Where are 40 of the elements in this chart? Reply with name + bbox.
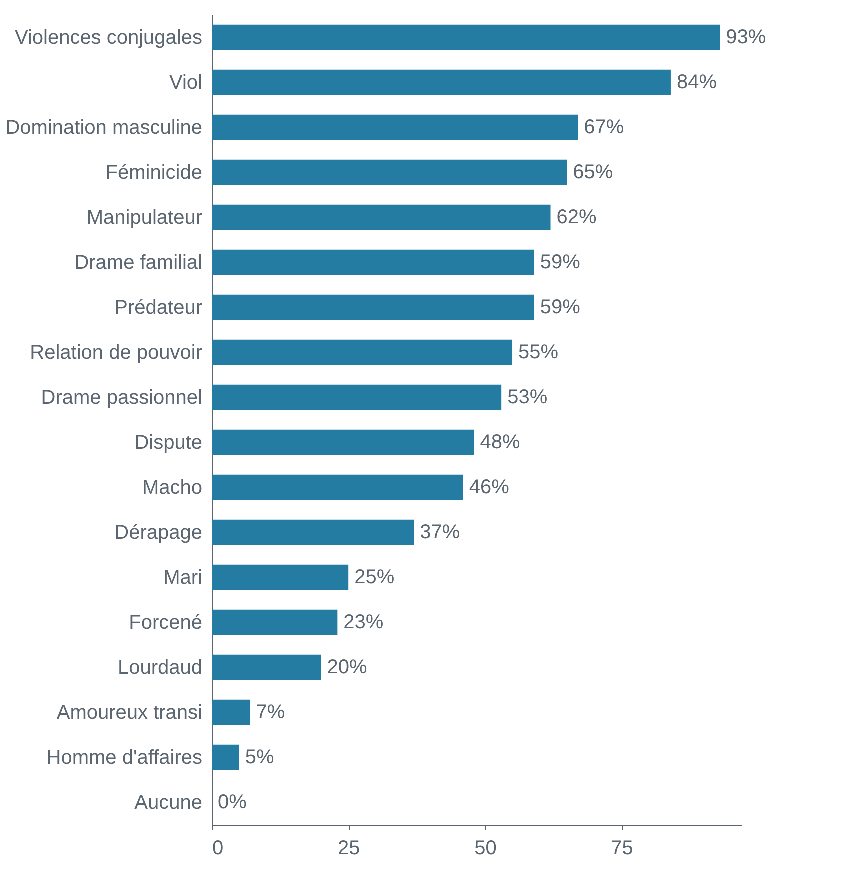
- y-tick-label: Relation de pouvoir: [30, 342, 203, 364]
- x-tick-label: 25: [338, 838, 360, 860]
- x-tick-label: 75: [611, 838, 634, 860]
- data-label: 55%: [518, 342, 559, 364]
- y-tick-label: Prédateur: [114, 297, 203, 319]
- y-tick-label: Dispute: [134, 432, 202, 454]
- data-label: 37%: [420, 522, 460, 544]
- data-label: 53%: [508, 386, 548, 408]
- y-tick-label: Homme d'affaires: [46, 747, 202, 769]
- x-tick-label: 50: [474, 838, 497, 860]
- y-tick-label: Macho: [142, 477, 202, 499]
- data-label: 0%: [218, 792, 248, 814]
- y-tick-label: Aucune: [134, 792, 202, 814]
- data-label: 65%: [573, 162, 614, 184]
- data-label: 46%: [469, 476, 510, 498]
- data-label: 62%: [556, 206, 598, 228]
- y-tick-label: Drame passionnel: [41, 387, 202, 409]
- y-tick-label: Amoureux transi: [56, 702, 202, 724]
- data-label: 67%: [584, 116, 624, 138]
- data-label: 23%: [344, 612, 384, 634]
- y-tick-label: Violences conjugales: [14, 27, 202, 49]
- data-label: 7%: [256, 702, 286, 724]
- data-label: 20%: [327, 656, 368, 678]
- data-label: 93%: [726, 26, 766, 48]
- y-tick-label: Viol: [170, 72, 202, 94]
- y-tick-label: Lourdaud: [118, 657, 202, 679]
- x-tick-label: 0: [212, 838, 224, 860]
- y-tick-label: Domination masculine: [6, 117, 202, 139]
- y-tick-label: Drame familial: [74, 252, 202, 274]
- data-label: 59%: [540, 252, 581, 274]
- y-tick-label: Mari: [164, 567, 202, 589]
- data-label: 5%: [245, 746, 274, 768]
- data-label: 25%: [354, 566, 395, 588]
- data-label: 48%: [480, 432, 521, 454]
- y-tick-label: Féminicide: [106, 162, 202, 184]
- data-label: 84%: [676, 72, 718, 94]
- y-tick-label: Dérapage: [114, 522, 202, 544]
- data-label: 59%: [540, 296, 581, 318]
- y-tick-label: Manipulateur: [86, 207, 203, 229]
- y-tick-label: Forcené: [129, 612, 202, 634]
